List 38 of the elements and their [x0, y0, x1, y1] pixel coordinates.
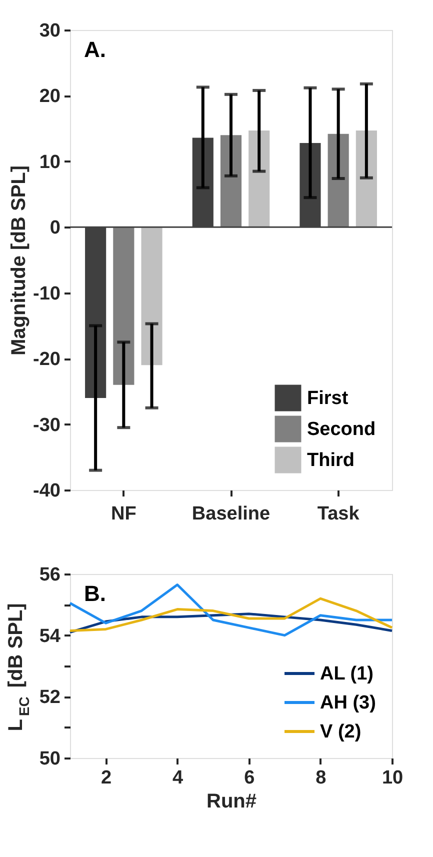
x-tick-label: 2: [100, 768, 112, 788]
x-tick-label: 8: [316, 768, 326, 788]
y-tick-label: -30: [33, 414, 60, 436]
bar: [113, 227, 134, 385]
x-tick-label: 10: [382, 768, 404, 788]
bar: [248, 130, 270, 228]
x-tick-label: Baseline: [192, 504, 270, 524]
y-tick-label: 50: [39, 748, 60, 770]
annotation: A.: [84, 37, 106, 62]
y-tick-label: -20: [33, 349, 60, 370]
legend-label: AL (1): [320, 664, 374, 684]
legend-label: Third: [307, 450, 354, 471]
y-axis-title: Magnitude [dB SPL]: [8, 166, 30, 356]
legend-label: Second: [307, 419, 376, 440]
y-tick-label: 10: [39, 152, 60, 173]
legend-label: V (2): [320, 722, 362, 742]
y-tick-label: -40: [33, 480, 60, 502]
bar: [141, 227, 162, 366]
y-tick-label: 56: [39, 564, 60, 586]
x-tick-label: 6: [244, 768, 255, 788]
line-series: [68, 583, 394, 637]
legend-label: AH (3): [320, 692, 376, 714]
bar: [328, 134, 349, 228]
x-tick-label: 4: [172, 768, 184, 788]
y-tick-label: 0: [50, 218, 60, 239]
legend-label: First: [307, 388, 349, 409]
x-axis-title: Run#: [206, 790, 256, 812]
bar: [220, 135, 242, 228]
x-tick-label: Task: [317, 504, 360, 524]
y-tick-label: 52: [39, 687, 60, 708]
y-tick-label: 54: [39, 626, 61, 647]
y-axis-title: LEC [dB SPL]: [5, 603, 32, 732]
y-tick-label: 30: [39, 20, 60, 42]
annotation: B.: [84, 581, 106, 606]
y-tick-label: 20: [39, 86, 60, 108]
x-tick-label: NF: [111, 504, 136, 524]
y-tick-label: -10: [33, 283, 60, 304]
bar: [356, 130, 377, 228]
